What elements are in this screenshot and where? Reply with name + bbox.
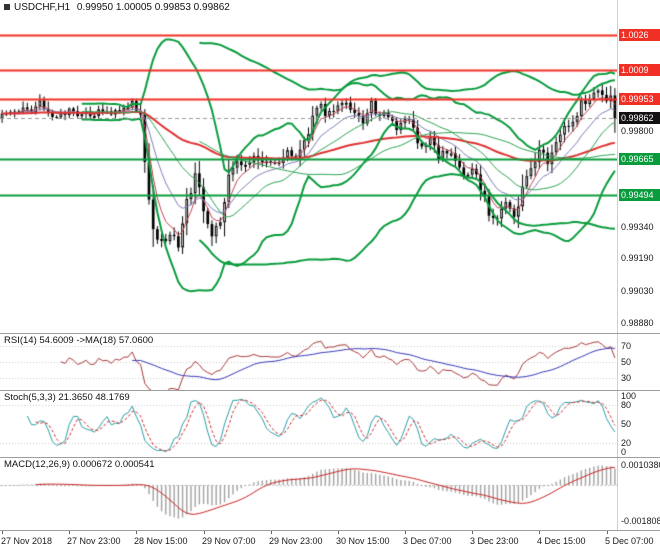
rsi-panel: RSI(14) 54.6009 ->MA(18) 57.0600 70 50 30 xyxy=(0,333,660,390)
axis-label: 70 xyxy=(621,341,632,351)
rsi-canvas[interactable] xyxy=(0,334,617,390)
time-tick xyxy=(472,531,473,534)
time-tick xyxy=(405,531,406,534)
axis-label: 100 xyxy=(621,391,637,401)
time-axis-label: 29 Nov 23:00 xyxy=(269,536,323,546)
rsi-axis[interactable]: 70 50 30 xyxy=(617,334,660,390)
time-axis-label: 27 Nov 23:00 xyxy=(67,536,121,546)
axis-label: 0.0010380 xyxy=(621,459,660,470)
macd-canvas[interactable] xyxy=(0,458,617,530)
time-tick xyxy=(539,531,540,534)
axis-label: 50 xyxy=(621,357,632,367)
time-tick xyxy=(338,531,339,534)
axis-label: 30 xyxy=(621,373,632,383)
level-price-badge: 1.0026 xyxy=(619,29,660,41)
time-tick xyxy=(136,531,137,534)
axis-label: 50 xyxy=(621,419,632,429)
time-axis[interactable]: 27 Nov 2018 27 Nov 23:00 28 Nov 15:00 29 No… xyxy=(0,530,660,550)
axis-label: 80 xyxy=(621,400,632,411)
stochastic-axis[interactable]: 100 80 50 20 0 xyxy=(617,391,660,457)
symbol-timeframe-label: USDCHF,H1 xyxy=(14,2,71,13)
time-axis-label: 28 Nov 15:00 xyxy=(134,536,188,546)
time-axis-label: 29 Nov 07:00 xyxy=(202,536,256,546)
time-tick xyxy=(69,531,70,534)
stochastic-panel: Stoch(5,3,3) 21.3650 48.1769 100 80 50 20 0 xyxy=(0,390,660,457)
time-tick xyxy=(271,531,272,534)
level-price-badge: 0.99953 xyxy=(619,93,660,105)
level-price-badge: 1.0009 xyxy=(619,64,660,76)
axis-label: -0.0018080 xyxy=(621,515,660,526)
price-axis-label: 0.99800 xyxy=(621,126,654,136)
time-tick xyxy=(607,531,608,534)
time-tick xyxy=(2,531,3,534)
time-tick xyxy=(204,531,205,534)
time-axis-label: 30 Nov 15:00 xyxy=(336,536,390,546)
main-chart-panel: USDCHF,H1 0.99950 1.00005 0.99853 0.9986… xyxy=(0,0,660,333)
price-axis-label: 0.99190 xyxy=(621,253,654,263)
price-axis-label: 0.99030 xyxy=(621,286,654,296)
level-price-badge: 0.99665 xyxy=(619,153,660,165)
rsi-indicator-label: RSI(14) 54.6009 ->MA(18) 57.0600 xyxy=(4,335,154,346)
time-axis-label: 3 Dec 07:00 xyxy=(403,536,452,546)
symbol-icon xyxy=(4,4,10,10)
macd-panel: MACD(12,26,9) 0.000672 0.000541 0.001038… xyxy=(0,457,660,530)
price-axis[interactable]: 1.0026 1.0009 0.99953 0.99862 0.99800 0.99665… xyxy=(617,0,660,333)
time-axis-label: 4 Dec 15:00 xyxy=(537,536,586,546)
chart-header: USDCHF,H1 0.99950 1.00005 0.99853 0.9986… xyxy=(4,2,230,13)
current-price-badge: 0.99862 xyxy=(619,112,660,124)
macd-indicator-label: MACD(12,26,9) 0.000672 0.000541 xyxy=(4,459,155,470)
time-axis-label: 5 Dec 07:00 xyxy=(605,536,654,546)
macd-axis[interactable]: 0.0010380 -0.0018080 xyxy=(617,458,660,530)
stochastic-indicator-label: Stoch(5,3,3) 21.3650 48.1769 xyxy=(4,392,130,403)
price-axis-label: 0.98880 xyxy=(621,318,654,328)
price-axis-label: 0.99340 xyxy=(621,222,654,232)
ohlc-values-label: 0.99950 1.00005 0.99853 0.99862 xyxy=(76,2,230,13)
axis-label: 0 xyxy=(621,447,627,457)
stochastic-canvas[interactable] xyxy=(0,391,617,457)
time-axis-label: 3 Dec 23:00 xyxy=(470,536,519,546)
main-chart-canvas[interactable] xyxy=(0,0,617,333)
axis-label: 20 xyxy=(621,437,632,448)
time-axis-label: 27 Nov 2018 xyxy=(1,536,53,546)
level-price-badge: 0.99494 xyxy=(619,189,660,201)
